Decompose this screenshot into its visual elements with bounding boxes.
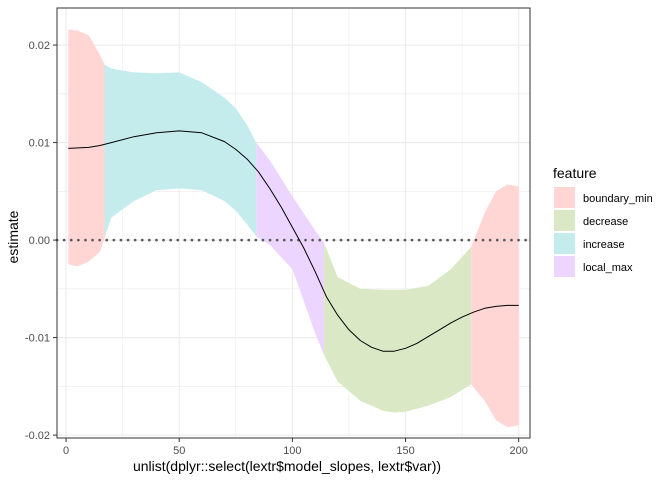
y-tick-label: 0.00: [29, 235, 50, 247]
legend-items: boundary_min decrease increase local_max: [554, 187, 653, 277]
ribbon-layer: [68, 29, 519, 428]
legend-key-decrease: [554, 210, 575, 231]
legend: feature boundary_min decrease increase loca…: [553, 165, 653, 277]
ribbon-segment-local-max: [256, 142, 325, 356]
ribbon-segment-boundary-min: [471, 184, 519, 428]
legend-key-boundary-min: [554, 187, 575, 208]
legend-title: feature: [553, 165, 597, 181]
legend-label-boundary-min: boundary_min: [583, 193, 653, 205]
estimate-line-layer: [68, 130, 519, 352]
legend-key-local-max: [554, 256, 575, 277]
x-axis-title: unlist(dplyr::select(lextr$model_slopes,…: [133, 458, 441, 474]
ribbon-segment-increase: [104, 64, 257, 239]
x-tick-label: 50: [173, 445, 185, 457]
legend-label-increase: increase: [583, 239, 625, 251]
estimate-line: [68, 130, 519, 352]
panel-border: [56, 7, 531, 439]
x-tick-label: 150: [396, 445, 414, 457]
legend-key-increase: [554, 233, 575, 254]
y-tick-label: 0.01: [29, 138, 50, 150]
x-tick-label: 100: [283, 445, 301, 457]
y-tick-label: -0.01: [25, 333, 50, 345]
ribbon-segment-decrease: [324, 243, 472, 413]
y-tick-label: 0.02: [29, 40, 50, 52]
y-axis-ticks: -0.02 -0.01 0.00 0.01 0.02: [25, 40, 57, 442]
y-axis-title: estimate: [5, 210, 21, 263]
x-tick-label: 0: [63, 445, 69, 457]
y-tick-label: -0.02: [25, 430, 50, 442]
legend-label-decrease: decrease: [583, 216, 628, 228]
x-axis-ticks: 0 50 100 150 200: [63, 438, 528, 457]
plot-panel: [55, 7, 532, 439]
legend-label-local-max: local_max: [583, 262, 633, 274]
x-tick-label: 200: [510, 445, 528, 457]
